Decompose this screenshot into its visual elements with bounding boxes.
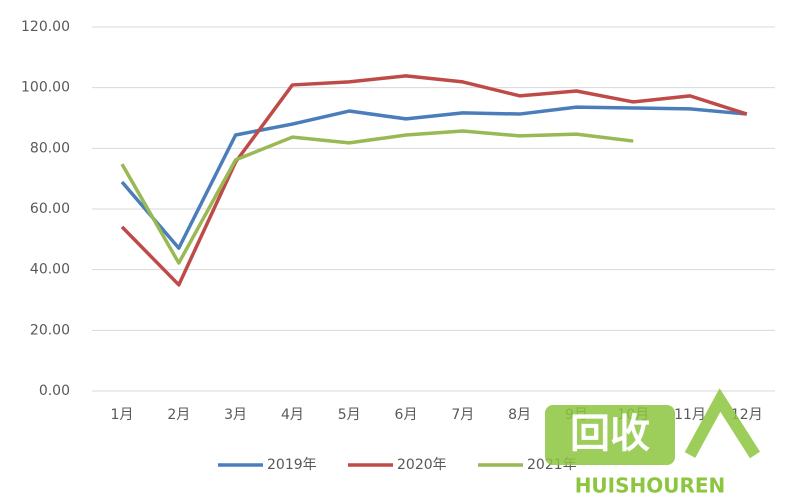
legend-label: 2019年 xyxy=(267,457,317,473)
y-tick-label: 100.00 xyxy=(21,80,70,96)
x-tick-label: 7月 xyxy=(451,407,474,423)
watermark-logo: 回收 xyxy=(570,411,650,457)
y-tick-label: 40.00 xyxy=(30,262,70,278)
series-line xyxy=(120,105,747,250)
x-tick-label: 2月 xyxy=(167,407,190,423)
watermark: 回收 HUISHOUREN xyxy=(545,388,761,498)
x-tick-label: 1月 xyxy=(111,407,134,423)
x-tick-label: 11月 xyxy=(674,407,706,423)
y-tick-label: 20.00 xyxy=(30,322,70,338)
y-tick-label: 80.00 xyxy=(30,140,70,156)
series-line xyxy=(120,74,748,287)
legend-label: 2020年 xyxy=(397,457,447,473)
watermark-text: HUISHOUREN xyxy=(575,474,726,498)
y-tick-label: 120.00 xyxy=(21,19,70,35)
y-tick-label: 0.00 xyxy=(39,383,70,399)
x-tick-label: 5月 xyxy=(338,407,361,423)
series-line xyxy=(120,129,634,265)
x-tick-label: 6月 xyxy=(395,407,418,423)
x-tick-label: 4月 xyxy=(281,407,304,423)
x-tick-label: 3月 xyxy=(224,407,247,423)
watermark-box xyxy=(545,405,675,465)
watermark-icon xyxy=(684,388,761,459)
y-tick-label: 60.00 xyxy=(30,201,70,217)
x-tick-label: 8月 xyxy=(508,407,531,423)
